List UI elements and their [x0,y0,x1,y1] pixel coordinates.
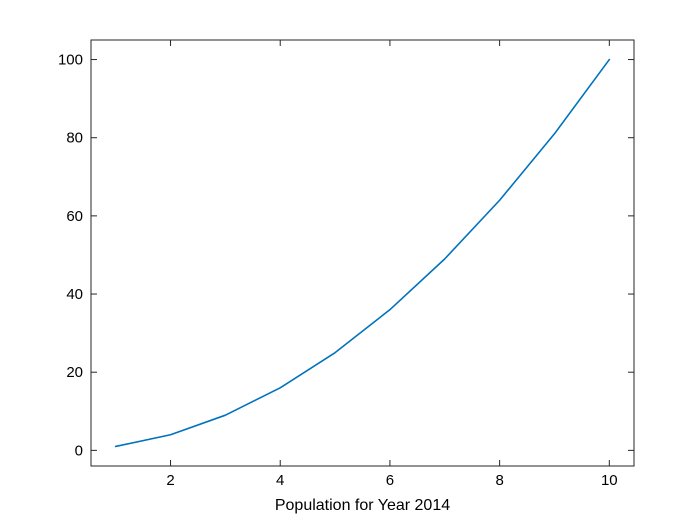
y-tick-label: 20 [66,364,83,381]
y-tick-label: 40 [66,286,83,303]
x-tick-label: 6 [386,472,394,489]
y-tick-label: 80 [66,130,83,147]
series-layer [114,58,611,448]
axes-frame [90,39,635,467]
plot-area [91,40,634,466]
y-tick-label: 100 [58,52,83,69]
y-tick-label: 60 [66,208,83,225]
series-line [114,58,611,448]
y-tick-label: 0 [75,442,83,459]
x-axis-label: Population for Year 2014 [275,497,450,514]
x-tick-label: 8 [495,472,503,489]
x-tick-label: 4 [276,472,284,489]
x-tick-label: 2 [166,472,174,489]
ticks [91,40,634,466]
x-tick-label: 10 [601,472,618,489]
